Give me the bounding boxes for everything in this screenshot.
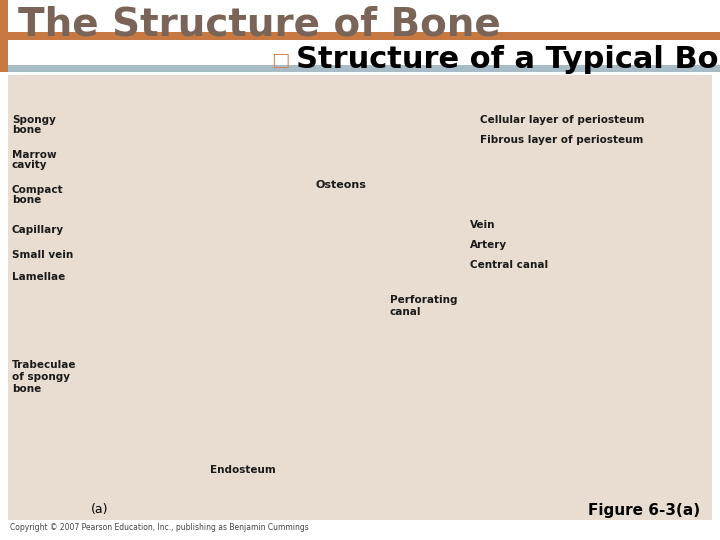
- Text: cavity: cavity: [12, 160, 48, 170]
- Bar: [8, 75, 712, 520]
- Text: □: □: [271, 51, 289, 70]
- Text: Osteons: Osteons: [315, 180, 366, 190]
- Text: Perforating: Perforating: [390, 295, 457, 305]
- Bar: [0, 32, 720, 40]
- Text: The Structure of Bone: The Structure of Bone: [18, 6, 500, 44]
- Text: Cellular layer of periosteum: Cellular layer of periosteum: [480, 115, 644, 125]
- Text: Spongy: Spongy: [12, 115, 56, 125]
- Text: Trabeculae: Trabeculae: [12, 360, 76, 370]
- Text: of spongy: of spongy: [12, 372, 70, 382]
- Text: Copyright © 2007 Pearson Education, Inc., publishing as Benjamin Cummings: Copyright © 2007 Pearson Education, Inc.…: [10, 523, 309, 531]
- Bar: [0, 0, 8, 72]
- Text: Artery: Artery: [470, 240, 507, 250]
- Text: Endosteum: Endosteum: [210, 465, 276, 475]
- Text: Marrow: Marrow: [12, 150, 57, 160]
- Text: Fibrous layer of periosteum: Fibrous layer of periosteum: [480, 135, 644, 145]
- Text: bone: bone: [12, 195, 41, 205]
- Text: Lamellae: Lamellae: [12, 272, 66, 282]
- Bar: [0, 65, 720, 72]
- Text: Central canal: Central canal: [470, 260, 548, 270]
- Text: Small vein: Small vein: [12, 250, 73, 260]
- Text: canal: canal: [390, 307, 421, 317]
- Text: Figure 6-3(a): Figure 6-3(a): [588, 503, 700, 517]
- Text: Structure of a Typical Bone: Structure of a Typical Bone: [296, 45, 720, 75]
- Text: bone: bone: [12, 384, 41, 394]
- Bar: [0, 532, 720, 540]
- Text: Vein: Vein: [470, 220, 495, 230]
- Text: Capillary: Capillary: [12, 225, 64, 235]
- Text: bone: bone: [12, 125, 41, 135]
- Text: (a): (a): [91, 503, 109, 516]
- Text: Compact: Compact: [12, 185, 63, 195]
